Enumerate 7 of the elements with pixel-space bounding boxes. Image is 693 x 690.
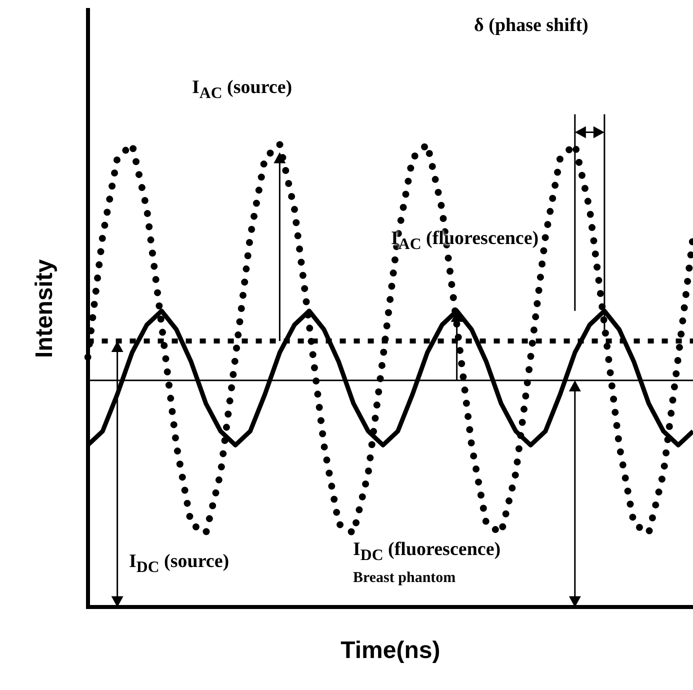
x-axis-title: Time(ns)	[340, 637, 440, 664]
annotation: Breast phantom	[353, 570, 456, 586]
y-axis-title: Intensity	[31, 258, 58, 358]
text: I$_{AC}$ (source)	[192, 77, 292, 102]
annotation: I$_{DC}$ (source)	[129, 551, 230, 576]
annotation: I$_{DC}$ (fluorescence)	[353, 539, 501, 564]
text: δ (phase shift)	[474, 15, 588, 37]
